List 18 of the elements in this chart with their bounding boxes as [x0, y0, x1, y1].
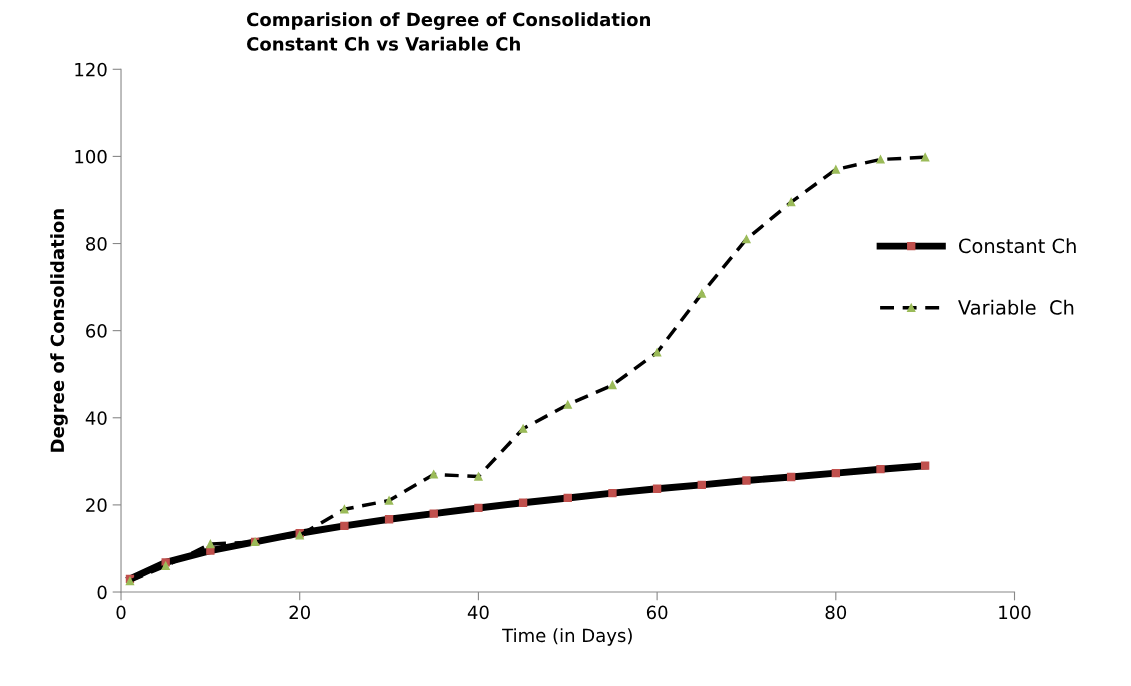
y-axis-title: Degree of Consolidation [50, 209, 68, 452]
legend-label: Constant Ch [958, 238, 1076, 254]
x-tick-label: 100 [999, 605, 1031, 620]
x-tick-label: 80 [825, 605, 847, 620]
y-tick-label: 40 [85, 411, 107, 425]
y-tick-label: 0 [97, 585, 107, 600]
x-tick-label: 60 [646, 605, 668, 620]
x-tick-label: 0 [116, 605, 126, 620]
chart-title: Comparision of Degree of Consolidation Constant Ch vs Variable Ch [247, 12, 650, 51]
y-tick-label: 60 [86, 324, 107, 338]
x-tick-label: 40 [467, 605, 489, 620]
y-tick-label: 20 [86, 498, 107, 513]
x-tick-label: 20 [289, 605, 310, 620]
legend-label: Variable Ch [958, 299, 1074, 315]
y-tick-label: 80 [86, 236, 107, 251]
y-tick-label: 100 [75, 149, 107, 164]
y-tick-label: 120 [75, 62, 107, 77]
x-axis-title: Time (in Days) [502, 628, 632, 646]
